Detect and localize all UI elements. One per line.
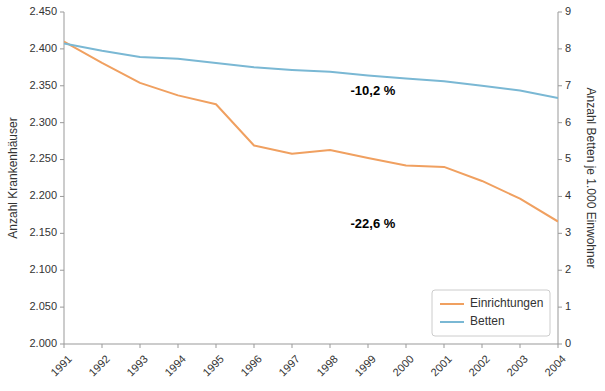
legend-box bbox=[432, 290, 550, 336]
annotation: -10,2 % bbox=[351, 83, 396, 98]
x-tick bbox=[216, 344, 217, 348]
x-tick-label: 2004 bbox=[542, 353, 568, 379]
y-tick bbox=[60, 233, 64, 234]
x-tick bbox=[330, 344, 331, 348]
x-tick-label: 1997 bbox=[276, 353, 302, 379]
y-tick bbox=[60, 122, 64, 123]
y-tick bbox=[60, 344, 64, 345]
x-tick-label: 1995 bbox=[200, 353, 226, 379]
y2-tick-label: 8 bbox=[565, 42, 571, 54]
x-tick bbox=[254, 344, 255, 348]
x-tick bbox=[520, 344, 521, 348]
y2-tick bbox=[558, 344, 562, 345]
y-tick-label: 2.250 bbox=[29, 152, 57, 164]
y2-tick-label: 1 bbox=[565, 300, 571, 312]
y2-tick-label: 9 bbox=[565, 5, 571, 17]
y2-tick-label: 0 bbox=[565, 337, 571, 349]
legend-swatch bbox=[440, 303, 464, 305]
line-series bbox=[64, 43, 558, 98]
y2-tick-label: 5 bbox=[565, 152, 571, 164]
x-tick-label: 2002 bbox=[466, 353, 492, 379]
legend-swatch bbox=[440, 321, 464, 323]
y2-tick bbox=[558, 233, 562, 234]
y2-tick-label: 2 bbox=[565, 263, 571, 275]
x-tick-label: 1999 bbox=[352, 353, 378, 379]
y-tick-label: 2.050 bbox=[29, 300, 57, 312]
x-tick-label: 1993 bbox=[124, 353, 150, 379]
y2-tick-label: 6 bbox=[565, 116, 571, 128]
y2-tick-label: 4 bbox=[565, 189, 571, 201]
x-tick bbox=[140, 344, 141, 348]
x-tick-label: 1996 bbox=[238, 353, 264, 379]
x-tick bbox=[178, 344, 179, 348]
y-tick bbox=[60, 307, 64, 308]
y-tick-label: 2.000 bbox=[29, 337, 57, 349]
legend: Einrichtungen Betten bbox=[432, 290, 550, 336]
x-tick bbox=[64, 344, 65, 348]
y-tick-label: 2.350 bbox=[29, 79, 57, 91]
y-axis-label: Anzahl Krankenhäuser bbox=[6, 117, 20, 238]
y2-axis-line bbox=[558, 12, 559, 344]
plot-area bbox=[64, 42, 558, 222]
y2-tick bbox=[558, 12, 562, 13]
x-tick bbox=[444, 344, 445, 348]
chart: 2.000 2.050 2.100 2.150 2.200 2.250 2.300 2.350… bbox=[0, 0, 605, 391]
y-tick-label: 2.400 bbox=[29, 42, 57, 54]
x-tick bbox=[102, 344, 103, 348]
y-tick-label: 2.300 bbox=[29, 116, 57, 128]
legend-label: Betten bbox=[470, 314, 505, 328]
y-tick bbox=[60, 12, 64, 13]
y-tick bbox=[60, 270, 64, 271]
y2-tick-label: 3 bbox=[565, 226, 571, 238]
y-tick bbox=[60, 159, 64, 160]
y2-tick bbox=[558, 48, 562, 49]
annotation: -22,6 % bbox=[351, 216, 396, 231]
x-tick bbox=[482, 344, 483, 348]
y-tick-label: 2.150 bbox=[29, 226, 57, 238]
y-tick-label: 2.200 bbox=[29, 189, 57, 201]
y2-tick bbox=[558, 122, 562, 123]
y-tick-label: 2.100 bbox=[29, 263, 57, 275]
y-tick bbox=[60, 85, 64, 86]
line-series bbox=[64, 42, 558, 222]
x-tick-label: 2003 bbox=[504, 353, 530, 379]
x-tick-label: 2000 bbox=[390, 353, 416, 379]
y2-tick bbox=[558, 196, 562, 197]
y2-tick bbox=[558, 270, 562, 271]
x-tick bbox=[368, 344, 369, 348]
x-tick bbox=[558, 344, 559, 348]
x-tick-label: 1991 bbox=[48, 353, 74, 379]
y2-tick bbox=[558, 307, 562, 308]
y-tick bbox=[60, 196, 64, 197]
x-tick-label: 1992 bbox=[86, 353, 112, 379]
x-tick bbox=[406, 344, 407, 348]
y2-tick bbox=[558, 159, 562, 160]
x-tick-label: 1998 bbox=[314, 353, 340, 379]
y-axis-line bbox=[64, 12, 65, 344]
y2-tick-label: 7 bbox=[565, 79, 571, 91]
x-tick-label: 1994 bbox=[162, 353, 188, 379]
x-axis-line bbox=[64, 344, 558, 345]
y-tick bbox=[60, 48, 64, 49]
y2-axis-label: Anzahl Betten je 1.000 Einwohner bbox=[584, 88, 598, 269]
x-tick-label: 2001 bbox=[428, 353, 454, 379]
y2-tick bbox=[558, 85, 562, 86]
x-tick bbox=[292, 344, 293, 348]
legend-label: Einrichtungen bbox=[470, 296, 543, 310]
y-tick-label: 2.450 bbox=[29, 5, 57, 17]
